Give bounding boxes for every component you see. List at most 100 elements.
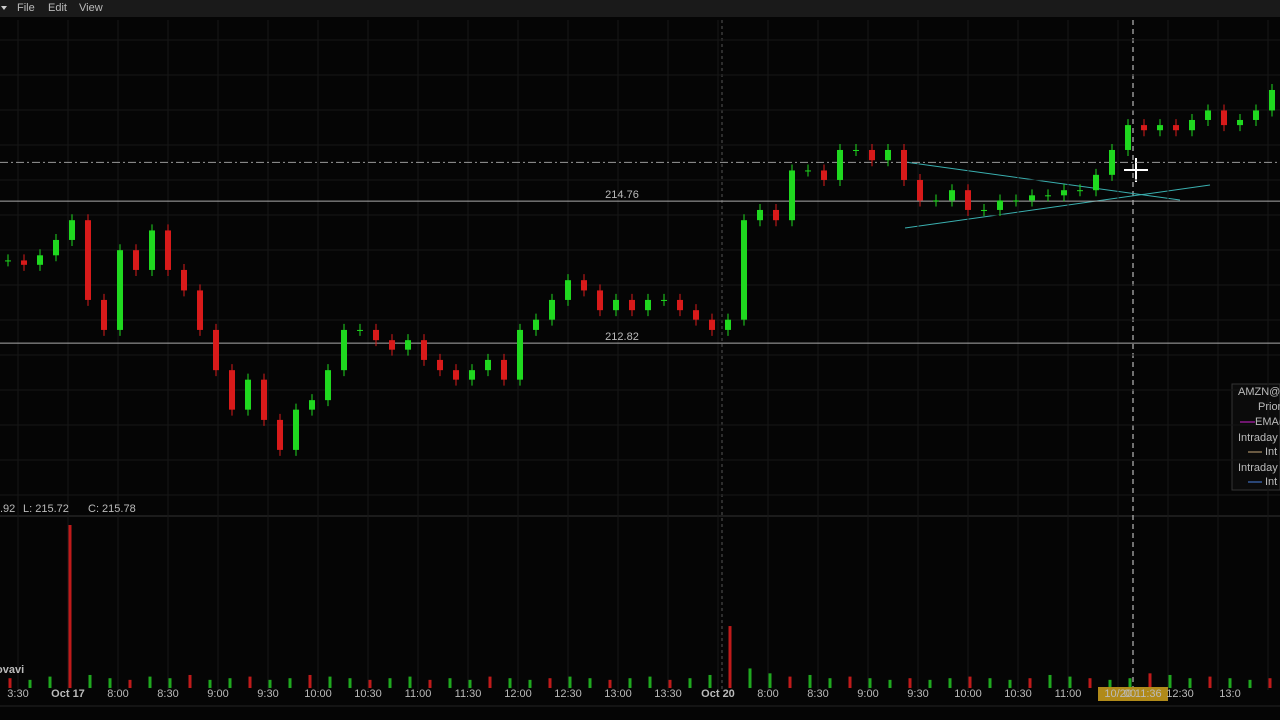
time-label: 8:30 xyxy=(807,688,828,700)
cursor-time-box xyxy=(1098,687,1168,701)
legend-entry: Intraday xyxy=(1238,462,1278,474)
legend-entry: Prior xyxy=(1258,401,1280,413)
candle xyxy=(373,329,379,341)
time-label: 11:00 xyxy=(1055,688,1082,700)
volume-bar xyxy=(188,674,192,688)
time-label: Oct 20 xyxy=(701,688,735,700)
candle xyxy=(629,299,635,311)
volume-bar xyxy=(1028,678,1032,688)
volume-bar xyxy=(608,679,612,688)
volume-bar xyxy=(1068,676,1072,688)
time-label: 12:00 xyxy=(504,688,532,700)
volume-bar xyxy=(948,678,952,688)
candle xyxy=(117,250,123,330)
volume-bar xyxy=(1168,674,1172,688)
volume-bar xyxy=(108,678,112,688)
candle xyxy=(773,209,779,221)
menu-bar xyxy=(0,0,1280,17)
time-label: 12:30 xyxy=(554,688,582,700)
volume-bar xyxy=(1128,678,1132,688)
candle xyxy=(37,255,43,265)
candle xyxy=(245,379,251,410)
volume-bar xyxy=(408,676,412,688)
candle xyxy=(437,359,443,371)
candle xyxy=(613,299,619,311)
time-label: 12:30 xyxy=(1166,688,1194,700)
volume-bar xyxy=(708,674,712,688)
candle xyxy=(805,170,811,172)
time-label: 9:00 xyxy=(207,688,228,700)
candle xyxy=(85,220,91,300)
volume-bar xyxy=(48,676,52,688)
volume-bar xyxy=(928,679,932,688)
legend-entry: EMA( xyxy=(1255,416,1280,428)
volume-bar xyxy=(848,676,852,688)
candle xyxy=(741,220,747,320)
candle xyxy=(1093,174,1099,191)
volume-bar xyxy=(468,679,472,688)
volume-bar xyxy=(968,676,972,688)
volume-bar xyxy=(128,679,132,688)
candle xyxy=(1045,195,1051,197)
candle xyxy=(1125,125,1131,150)
candle xyxy=(917,179,923,201)
price-level-label: 212.82 xyxy=(605,331,639,343)
time-label: 13:00 xyxy=(604,688,632,700)
candle xyxy=(1253,110,1259,120)
volume-bar xyxy=(908,678,912,688)
candle xyxy=(421,340,427,360)
candle xyxy=(1237,119,1243,126)
volume-bar xyxy=(528,679,532,688)
candle xyxy=(645,299,651,311)
candle xyxy=(853,149,859,151)
volume-bar xyxy=(328,676,332,688)
volume-bar xyxy=(888,679,892,688)
time-label: 9:30 xyxy=(907,688,928,700)
volume-bar xyxy=(368,679,372,688)
volume-bar xyxy=(448,678,452,688)
candle xyxy=(1157,125,1163,131)
volume-bar xyxy=(1108,679,1112,688)
candle xyxy=(1109,149,1115,175)
candle xyxy=(693,310,699,320)
candle xyxy=(533,319,539,330)
candle xyxy=(725,319,731,330)
volume-bar xyxy=(88,674,92,688)
time-label: 11:30 xyxy=(455,688,482,700)
candle xyxy=(261,379,267,420)
candle xyxy=(1013,200,1019,202)
volume-bar xyxy=(1088,678,1092,688)
candle xyxy=(677,299,683,311)
candle xyxy=(5,260,11,262)
menu-item: View xyxy=(79,2,103,14)
candle xyxy=(325,370,331,401)
candle xyxy=(581,280,587,291)
volume-bar xyxy=(168,678,172,688)
candle xyxy=(405,340,411,350)
volume-bar xyxy=(288,678,292,688)
volume-bar xyxy=(648,676,652,688)
watermark: ovavi xyxy=(0,664,24,676)
candle xyxy=(453,370,459,380)
candle xyxy=(1141,125,1147,131)
time-label: 8:30 xyxy=(157,688,178,700)
candle xyxy=(901,149,907,180)
volume-bar xyxy=(68,525,72,688)
volume-bar xyxy=(388,678,392,688)
legend-box xyxy=(1231,383,1280,491)
price-level-label: 214.76 xyxy=(605,189,639,201)
candle xyxy=(1029,195,1035,201)
volume-bar xyxy=(568,676,572,688)
candle xyxy=(69,220,75,240)
volume-bar xyxy=(428,679,432,688)
menu-item: File xyxy=(17,2,35,14)
volume-bar xyxy=(788,676,792,688)
time-label: 9:30 xyxy=(257,688,278,700)
candle xyxy=(21,260,27,265)
candle xyxy=(101,299,107,330)
candle xyxy=(965,190,971,210)
candle xyxy=(181,269,187,291)
candle xyxy=(1173,125,1179,131)
volume-bar xyxy=(1188,678,1192,688)
ohlc-readout: C: 215.78 xyxy=(88,503,136,515)
